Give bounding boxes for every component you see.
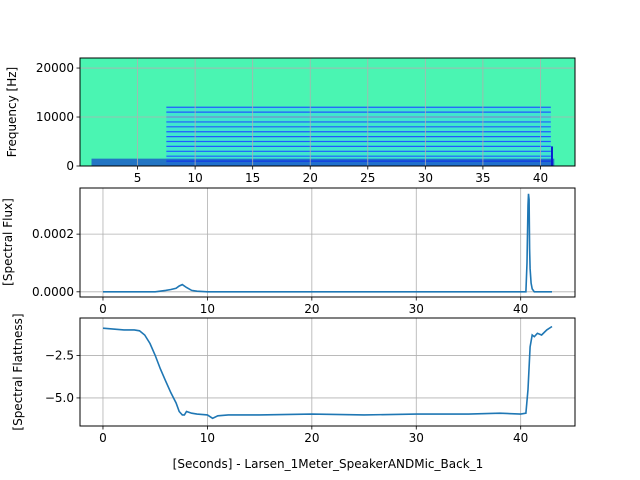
flux-panel: 0 10 20 30 40 0.0000 0.0002 [Spectral Flux] bbox=[1, 187, 576, 316]
flux-series-line bbox=[103, 193, 552, 293]
y-tick-label: 20000 bbox=[36, 61, 74, 75]
flux-yticks: 0.0000 0.0002 bbox=[32, 227, 80, 299]
spectrogram-ylabel: Frequency [Hz] bbox=[5, 67, 19, 158]
flatness-xlabel: [Seconds] - Larsen_1Meter_SpeakerANDMic_… bbox=[173, 457, 484, 471]
x-tick-label: 20 bbox=[304, 431, 319, 445]
y-tick-label: −2.5 bbox=[45, 348, 74, 362]
x-tick-label: 30 bbox=[409, 431, 424, 445]
y-tick-label: 10000 bbox=[36, 110, 74, 124]
x-tick-label: 25 bbox=[360, 171, 375, 185]
y-tick-label: 0.0000 bbox=[32, 285, 74, 299]
x-tick-label: 10 bbox=[200, 302, 215, 316]
x-tick-label: 0 bbox=[99, 431, 107, 445]
flux-frame bbox=[79, 187, 576, 298]
flatness-frame bbox=[79, 317, 576, 427]
flux-xticks: 0 10 20 30 40 bbox=[99, 297, 528, 316]
x-tick-label: 30 bbox=[409, 302, 424, 316]
x-tick-label: 15 bbox=[245, 171, 260, 185]
flatness-series-line bbox=[102, 325, 553, 420]
flatness-panel: 0 10 20 30 40 −2.5−5.0 [Spectral Flattness] … bbox=[11, 313, 576, 471]
spectrogram-panel: 5 10 15 20 25 30 35 40 0 10000 20000 Frequency [H… bbox=[5, 57, 576, 185]
flatness-grid bbox=[80, 318, 575, 426]
x-tick-label: 5 bbox=[134, 171, 142, 185]
flatness-ylabel: [Spectral Flattness] bbox=[11, 313, 25, 430]
x-tick-label: 40 bbox=[513, 431, 528, 445]
low-frequency-band bbox=[91, 158, 555, 166]
flatness-background bbox=[80, 318, 575, 426]
x-tick-label: 30 bbox=[418, 171, 433, 185]
spectrogram-xticks: 5 10 15 20 25 30 35 40 bbox=[134, 166, 548, 185]
spectrogram-frame bbox=[79, 57, 576, 167]
y-tick-label: 0.0002 bbox=[32, 227, 74, 241]
x-tick-label: 40 bbox=[533, 171, 548, 185]
flux-background bbox=[80, 188, 575, 297]
y-tick-label: −5.0 bbox=[45, 391, 74, 405]
x-tick-label: 20 bbox=[304, 302, 319, 316]
flux-ylabel: [Spectral Flux] bbox=[1, 198, 15, 286]
x-tick-label: 0 bbox=[99, 302, 107, 316]
x-tick-label: 10 bbox=[187, 171, 202, 185]
x-tick-label: 20 bbox=[303, 171, 318, 185]
x-tick-label: 10 bbox=[200, 431, 215, 445]
spectrogram-yticks: 0 10000 20000 bbox=[36, 61, 80, 173]
x-tick-label: 40 bbox=[513, 302, 528, 316]
flatness-xticks: 0 10 20 30 40 bbox=[99, 426, 528, 445]
flatness-yticks: −2.5 −5.0 bbox=[45, 348, 80, 405]
y-tick-label: 0 bbox=[66, 159, 74, 173]
x-tick-label: 35 bbox=[475, 171, 490, 185]
